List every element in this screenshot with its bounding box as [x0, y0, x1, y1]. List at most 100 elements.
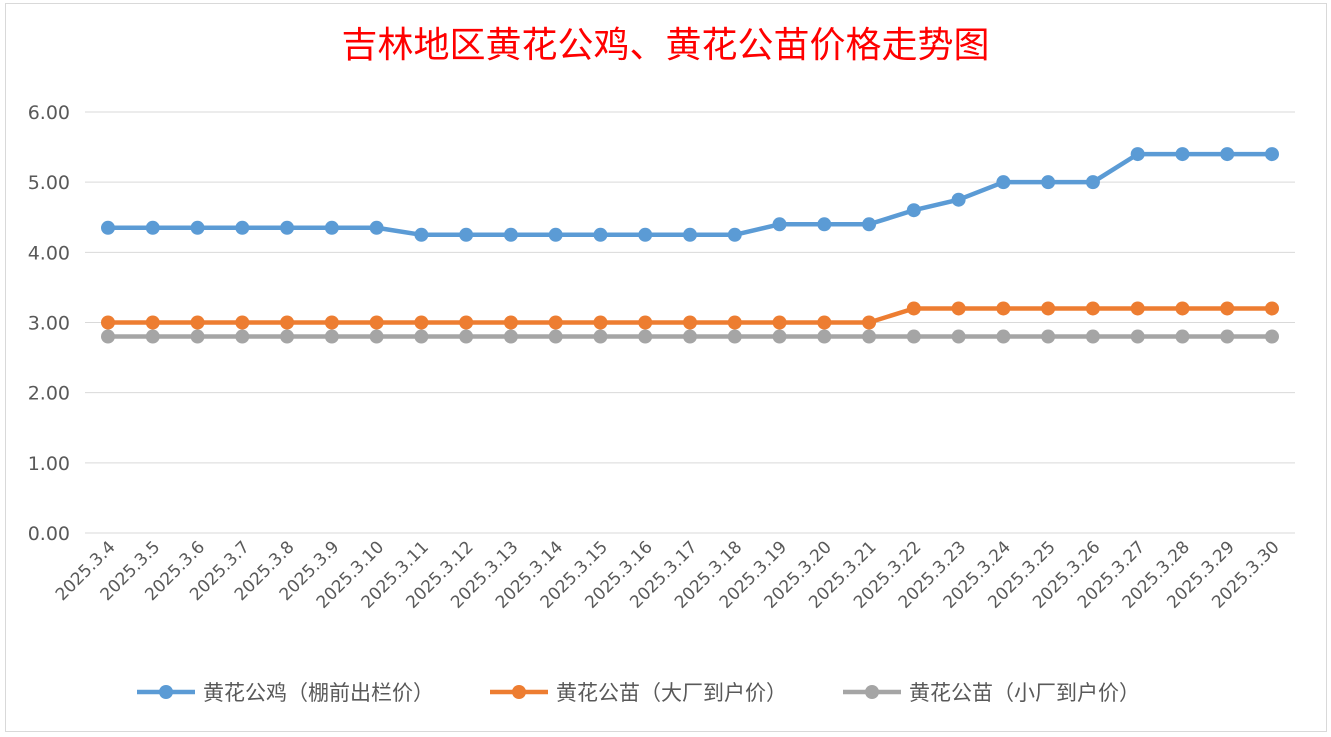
y-tick-label: 1.00 [28, 453, 70, 475]
y-tick-label: 5.00 [28, 172, 70, 194]
legend: 黄花公鸡（棚前出栏价） 黄花公苗（大厂到户价） 黄花公苗（小厂到户价） [137, 681, 1140, 705]
legend-label: 黄花公苗（小厂到户价） [909, 681, 1140, 705]
data-point [190, 220, 205, 235]
legend-swatch-marker [159, 685, 173, 699]
data-point [414, 315, 429, 330]
data-point [906, 329, 921, 344]
data-point [1175, 329, 1190, 344]
data-point [638, 329, 653, 344]
data-point [683, 227, 697, 242]
data-point [190, 329, 205, 344]
data-point [1085, 329, 1100, 344]
data-point [235, 220, 250, 235]
y-tick-label: 2.00 [28, 383, 70, 405]
data-point [369, 329, 384, 344]
data-point [190, 315, 205, 330]
data-point [1265, 147, 1279, 162]
data-point [1175, 147, 1190, 162]
data-point [1041, 329, 1056, 344]
data-point [727, 315, 742, 330]
data-point [324, 220, 339, 235]
data-point [414, 227, 429, 242]
data-point [817, 329, 832, 344]
data-point [503, 227, 518, 242]
data-point [996, 175, 1011, 190]
data-point [459, 227, 474, 242]
data-point [727, 227, 742, 242]
data-point [1085, 301, 1100, 316]
y-tick-label: 3.00 [28, 313, 70, 335]
data-point [1265, 301, 1279, 316]
data-point [906, 203, 921, 218]
data-point [101, 315, 115, 330]
data-point [1220, 301, 1235, 316]
data-point [1085, 175, 1100, 190]
data-point [906, 301, 921, 316]
y-tick-label: 6.00 [28, 102, 70, 124]
data-point [503, 315, 518, 330]
legend-swatch-marker [865, 685, 879, 699]
data-point [727, 329, 742, 344]
legend-swatch-marker [512, 685, 526, 699]
data-point [1130, 329, 1145, 344]
data-point [324, 329, 339, 344]
data-point [951, 329, 966, 344]
y-tick-label: 4.00 [28, 242, 70, 264]
legend-label: 黄花公鸡（棚前出栏价） [203, 681, 434, 705]
data-point [280, 220, 295, 235]
data-point [280, 329, 295, 344]
y-tick-label: 0.00 [28, 523, 70, 545]
data-point [235, 329, 250, 344]
series-lines [101, 147, 1279, 344]
data-point [951, 192, 966, 207]
chart-frame [5, 3, 1327, 732]
data-point [817, 315, 832, 330]
chart-title: 吉林地区黄花公鸡、黄花公苗价格走势图 [341, 25, 990, 66]
data-point [145, 329, 160, 344]
x-axis-ticks: 2025.3.42025.3.52025.3.62025.3.72025.3.8… [52, 537, 1284, 612]
data-point [548, 315, 563, 330]
data-point [772, 329, 787, 344]
data-point [862, 217, 877, 232]
data-point [1265, 329, 1279, 344]
data-point [548, 227, 563, 242]
data-point [459, 315, 474, 330]
data-point [817, 217, 832, 232]
data-point [638, 227, 653, 242]
data-point [1175, 301, 1190, 316]
data-point [996, 301, 1011, 316]
data-point [638, 315, 653, 330]
data-point [1220, 147, 1235, 162]
data-point [145, 220, 160, 235]
data-point [1220, 329, 1235, 344]
data-point [280, 315, 295, 330]
data-point [369, 220, 384, 235]
data-point [369, 315, 384, 330]
data-point [862, 329, 877, 344]
data-point [101, 220, 115, 235]
data-point [683, 329, 697, 344]
data-point [593, 329, 608, 344]
data-point [235, 315, 250, 330]
data-point [101, 329, 115, 344]
data-point [324, 315, 339, 330]
data-point [503, 329, 518, 344]
data-point [1130, 301, 1145, 316]
data-point [951, 301, 966, 316]
data-point [996, 329, 1011, 344]
data-point [145, 315, 160, 330]
data-point [1041, 301, 1056, 316]
data-point [593, 315, 608, 330]
data-point [772, 217, 787, 232]
data-point [683, 315, 697, 330]
data-point [862, 315, 877, 330]
y-axis-ticks: 0.00 1.00 2.00 3.00 4.00 5.00 6.00 [28, 102, 70, 545]
legend-label: 黄花公苗（大厂到户价） [556, 681, 787, 705]
data-point [414, 329, 429, 344]
data-point [772, 315, 787, 330]
data-point [593, 227, 608, 242]
data-point [459, 329, 474, 344]
data-point [1130, 147, 1145, 162]
data-point [1041, 175, 1056, 190]
